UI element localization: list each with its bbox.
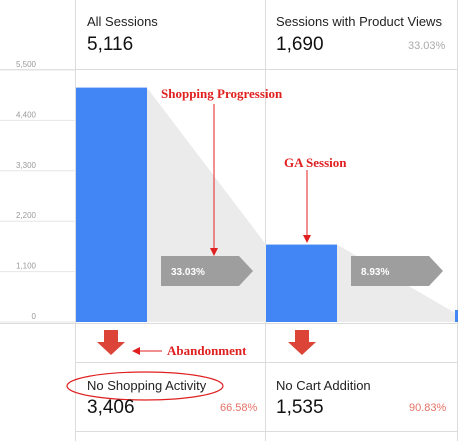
tile-product-views-title: Sessions with Product Views bbox=[276, 14, 442, 29]
frame-line-top bbox=[0, 69, 458, 70]
abandon-no-shopping-title: No Shopping Activity bbox=[87, 378, 207, 393]
annotation-ga-session: GA Session bbox=[284, 155, 347, 170]
bar-next-sliver bbox=[455, 310, 458, 322]
abandon-no-cart-value: 1,535 bbox=[276, 397, 324, 418]
frame-line-left bbox=[75, 0, 76, 441]
y-tick-label: 1,100 bbox=[16, 262, 37, 271]
tile-all-sessions-value: 5,116 bbox=[87, 34, 134, 55]
y-tick-label: 3,300 bbox=[16, 161, 37, 170]
bar-all-sessions bbox=[76, 87, 147, 323]
highlight-ellipse bbox=[66, 371, 224, 401]
y-tick-label: 4,400 bbox=[16, 110, 37, 119]
tile-all-sessions-title: All Sessions bbox=[87, 14, 158, 29]
funnel-chart: 0 1,100 2,200 3,300 4,400 5,500 33.03% 8.93% bbox=[0, 60, 458, 323]
y-tick-label: 0 bbox=[32, 312, 37, 321]
frame-line-chart-bottom bbox=[0, 323, 458, 324]
progression-rate-label: 33.03% bbox=[171, 267, 205, 278]
abandon-no-shopping-pct: 66.58% bbox=[220, 402, 258, 414]
annotation-arrowhead bbox=[303, 235, 311, 243]
y-tick-label: 2,200 bbox=[16, 211, 37, 220]
y-tick-label: 5,500 bbox=[16, 60, 37, 69]
tile-product-views-pct: 33.03% bbox=[408, 40, 446, 52]
progression-rate-label: 8.93% bbox=[361, 267, 389, 278]
progression-arrow bbox=[351, 256, 443, 286]
down-arrow-icon bbox=[288, 330, 316, 355]
bar-sessions-with-product-views bbox=[266, 244, 337, 322]
frame-line-abandon-top bbox=[75, 362, 458, 363]
abandon-no-shopping-value: 3,406 bbox=[87, 397, 135, 418]
tile-product-views-value: 1,690 bbox=[276, 34, 324, 55]
progression-arrow bbox=[161, 256, 253, 286]
annotation-arrowhead bbox=[132, 347, 140, 355]
frame-line-middle bbox=[265, 0, 266, 441]
abandon-no-cart-title: No Cart Addition bbox=[276, 378, 371, 393]
abandon-no-cart-pct: 90.83% bbox=[409, 402, 447, 414]
frame-line-bottom bbox=[75, 431, 458, 432]
down-arrow-icon bbox=[97, 330, 125, 355]
annotation-abandonment: Abandonment bbox=[167, 343, 247, 358]
annotation-arrowhead bbox=[210, 248, 218, 256]
annotation-shopping-progression: Shopping Progression bbox=[161, 86, 283, 101]
